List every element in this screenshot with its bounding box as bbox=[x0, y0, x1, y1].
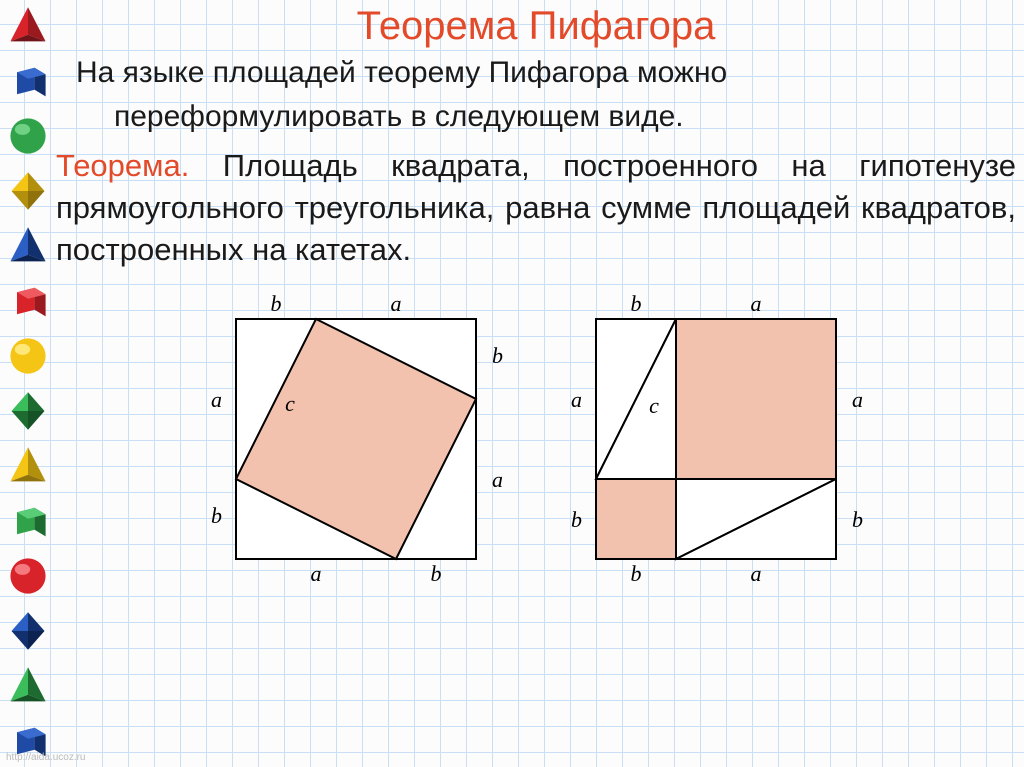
cube-green-icon bbox=[6, 499, 50, 543]
lbl-b: b bbox=[571, 507, 582, 532]
lbl-a: a bbox=[571, 387, 582, 412]
cube-red-icon bbox=[6, 279, 50, 323]
octa-yellow-icon bbox=[6, 169, 50, 213]
slide-title: Теорема Пифагора bbox=[56, 4, 1016, 48]
lbl-b: b bbox=[852, 507, 863, 532]
lbl-a: a bbox=[391, 291, 402, 316]
tetra-blue-icon bbox=[6, 224, 50, 268]
sphere-green-icon bbox=[6, 114, 50, 158]
lbl-a: a bbox=[852, 387, 863, 412]
theorem-text: Теорема. Площадь квадрата, построенного … bbox=[56, 145, 1016, 271]
tetra-red-icon bbox=[6, 4, 50, 48]
lbl-a: a bbox=[211, 387, 222, 412]
lbl-b: b bbox=[211, 503, 222, 528]
watermark: http://aida.ucoz.ru bbox=[6, 752, 86, 763]
octa-green-icon bbox=[6, 389, 50, 433]
lbl-c: c bbox=[649, 393, 659, 418]
lbl-b: b bbox=[271, 291, 282, 316]
lbl-b: b bbox=[492, 343, 503, 368]
sphere-yellow-icon bbox=[6, 334, 50, 378]
slide-content: Теорема Пифагора На языке площадей теоре… bbox=[56, 4, 1016, 609]
lbl-a: a bbox=[492, 467, 503, 492]
diagrams-row: b a b a b a b a c bbox=[56, 289, 1016, 609]
lbl-a: a bbox=[751, 291, 762, 316]
octa-blue-icon bbox=[6, 609, 50, 653]
diagram-left: b a b a b a b a c bbox=[196, 289, 516, 609]
decorative-shapes-column bbox=[2, 4, 54, 764]
intro-text-line2: переформулировать в следующем виде. bbox=[56, 98, 1016, 136]
lbl-a: a bbox=[751, 561, 762, 586]
cube-blue-icon bbox=[6, 59, 50, 103]
theorem-body: Площадь квадрата, построенного на гипоте… bbox=[56, 148, 1016, 267]
lbl-a: a bbox=[311, 561, 322, 586]
tetra-green-icon bbox=[6, 664, 50, 708]
intro-text-line1: На языке площадей теорему Пифагора можно bbox=[56, 54, 1016, 92]
lbl-c: c bbox=[285, 391, 295, 416]
lbl-b: b bbox=[431, 561, 442, 586]
lbl-b: b bbox=[631, 561, 642, 586]
diagram-right: b a a b b a a b c bbox=[556, 289, 876, 609]
lbl-b: b bbox=[631, 291, 642, 316]
sphere-red-icon bbox=[6, 554, 50, 598]
theorem-label: Теорема. bbox=[56, 148, 189, 183]
tetra-yellow-icon bbox=[6, 444, 50, 488]
